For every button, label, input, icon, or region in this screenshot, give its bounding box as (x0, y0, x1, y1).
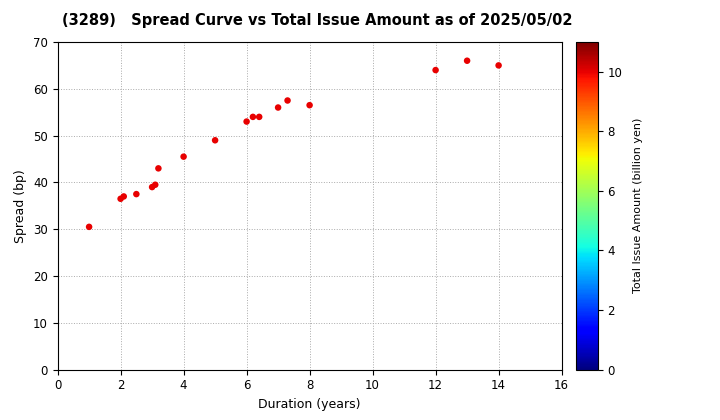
Y-axis label: Spread (bp): Spread (bp) (14, 169, 27, 243)
Point (272, 104, 284, 111)
Point (153, 165, 164, 172)
Point (430, 67, 441, 74)
X-axis label: Duration (years): Duration (years) (258, 398, 361, 411)
Point (247, 113, 258, 120)
Point (84, 223, 95, 230)
Text: (3289)   Spread Curve vs Total Issue Amount as of 2025/05/02: (3289) Spread Curve vs Total Issue Amoun… (61, 13, 572, 28)
Point (253, 113, 265, 120)
Point (282, 97, 293, 104)
Y-axis label: Total Issue Amount (billion yen): Total Issue Amount (billion yen) (634, 118, 643, 294)
Point (118, 193, 130, 200)
Point (130, 191, 142, 197)
Point (462, 58, 473, 64)
Point (178, 153, 189, 160)
Point (150, 181, 161, 188)
Point (146, 184, 158, 190)
Point (240, 118, 252, 125)
Point (304, 102, 315, 108)
Point (210, 137, 221, 144)
Point (115, 195, 127, 202)
Point (492, 62, 504, 69)
